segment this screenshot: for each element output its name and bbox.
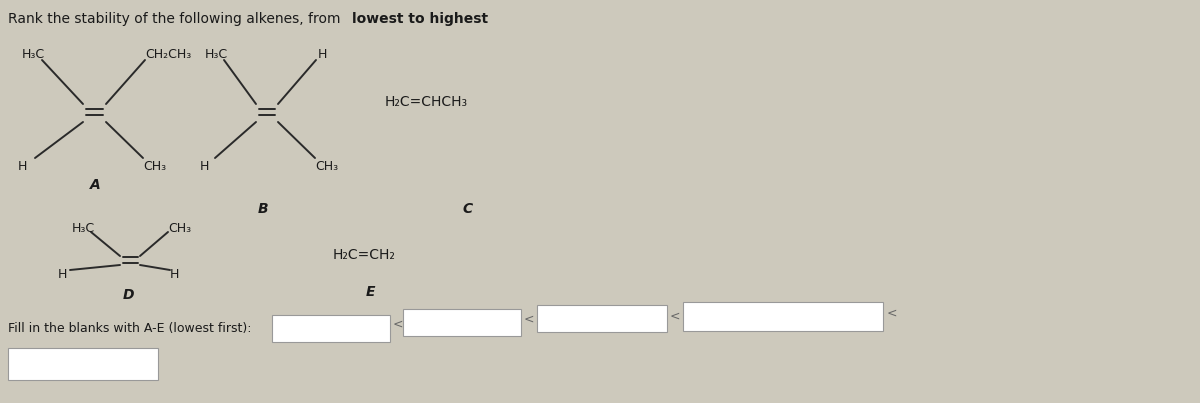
Text: C: C <box>463 202 473 216</box>
Text: CH₂CH₃: CH₂CH₃ <box>145 48 191 61</box>
Text: CH₃: CH₃ <box>168 222 191 235</box>
Text: H₃C: H₃C <box>205 48 228 61</box>
Text: <: < <box>524 313 534 326</box>
Text: H: H <box>318 48 328 61</box>
Text: H: H <box>18 160 28 173</box>
Text: <: < <box>887 307 898 320</box>
Text: H₂C=CH₂: H₂C=CH₂ <box>334 248 396 262</box>
Text: CH₃: CH₃ <box>143 160 166 173</box>
Bar <box>683 302 883 331</box>
Text: <: < <box>394 318 403 331</box>
Text: H₃C: H₃C <box>72 222 95 235</box>
Text: E: E <box>365 285 374 299</box>
Text: lowest to highest: lowest to highest <box>352 12 488 26</box>
Text: H₂C=CHCH₃: H₂C=CHCH₃ <box>385 95 468 109</box>
Text: H: H <box>58 268 67 281</box>
Bar <box>538 305 667 332</box>
Text: A: A <box>90 178 101 192</box>
Text: H: H <box>200 160 209 173</box>
Text: <: < <box>670 310 680 323</box>
Text: CH₃: CH₃ <box>314 160 338 173</box>
Text: Rank the stability of the following alkenes, from: Rank the stability of the following alke… <box>8 12 344 26</box>
Text: H₃C: H₃C <box>22 48 46 61</box>
Text: H: H <box>170 268 179 281</box>
Text: Fill in the blanks with A-E (lowest first):: Fill in the blanks with A-E (lowest firs… <box>8 322 252 335</box>
Text: D: D <box>122 288 133 302</box>
Bar <box>272 315 390 342</box>
Bar <box>403 309 521 336</box>
Text: B: B <box>258 202 269 216</box>
Bar <box>8 348 158 380</box>
